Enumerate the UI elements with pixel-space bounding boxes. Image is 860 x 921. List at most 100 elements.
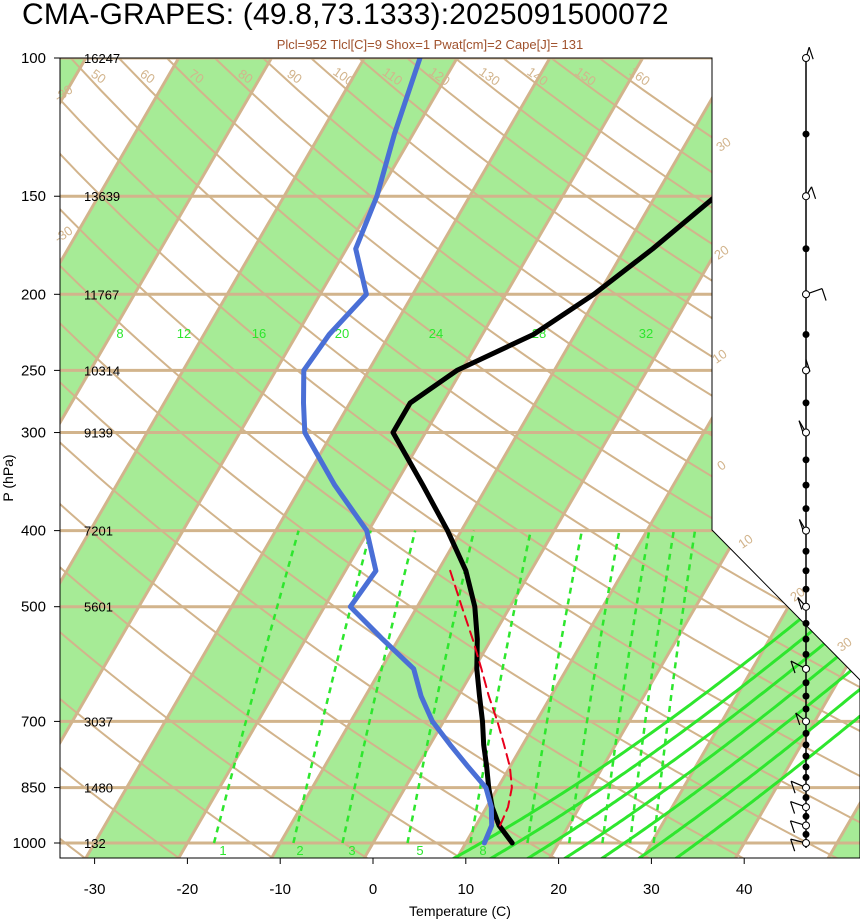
wind-level-marker	[802, 428, 810, 437]
profile-lines	[301, 58, 860, 846]
isotherm-line	[60, 58, 191, 858]
dry-adiabat-label: 60	[137, 66, 157, 87]
isotherm-line	[0, 41, 3, 860]
dry-adiabat	[60, 58, 860, 858]
y-tick-label: 850	[21, 780, 46, 797]
wind-barb-flag	[790, 801, 796, 814]
mixing-ratio-label: 2	[296, 843, 303, 858]
moist-adiabat	[673, 369, 860, 858]
wind-level-dot	[802, 812, 810, 820]
x-tick-label: 0	[369, 881, 377, 898]
wind-level-marker	[802, 192, 810, 201]
wind-level-dot	[802, 619, 810, 627]
y-tick-label: 400	[21, 523, 46, 540]
wind-level-marker	[802, 717, 810, 726]
mixing-ratio-label: 5	[416, 843, 423, 858]
wind-level-marker	[802, 821, 810, 830]
isotherm-line	[640, 58, 860, 858]
mixing-ratio-line	[212, 530, 300, 844]
plot-frame	[59, 57, 860, 859]
y-tick-label: 200	[21, 286, 46, 303]
wind-profile	[789, 47, 827, 852]
wind-barb-flag	[808, 47, 814, 60]
dry-adiabat-label: 90	[284, 66, 304, 87]
wind-barb-flag	[789, 820, 796, 834]
height-label: 1480	[84, 781, 113, 796]
chart-title: CMA-GRAPES: (49.8,73.1333):2025091500072	[22, 0, 669, 31]
parcel-line	[449, 569, 513, 827]
x-tick-label: 40	[736, 881, 753, 898]
height-label: 3037	[84, 714, 113, 729]
x-axis-label: Temperature (C)	[409, 903, 511, 919]
wind-barb-flag	[821, 288, 827, 301]
mixing-ratio-line	[567, 530, 621, 844]
mixing-ratio-line	[601, 530, 651, 844]
dry-adiabat	[262, 58, 860, 858]
moist-adiabat	[562, 369, 860, 858]
isotherm-label: 20	[711, 242, 731, 263]
isotherm-label: 30	[713, 134, 733, 155]
wind-barb-flag	[790, 838, 796, 852]
isotherm-band	[60, 58, 282, 858]
wind-barb-flag	[798, 420, 804, 433]
isotherm-band	[60, 58, 468, 858]
y-tick-label: 100	[21, 50, 46, 67]
wind-level-dot	[802, 635, 810, 643]
mixing-ratio-line	[526, 530, 584, 844]
mixing-ratio-line	[341, 530, 417, 844]
dry-adiabat	[214, 58, 860, 858]
isotherm-band	[270, 58, 839, 858]
height-label: 16247	[84, 51, 120, 66]
wind-level-dot	[802, 456, 810, 464]
moist-adiabat-label: 16	[252, 326, 266, 341]
isotherm-line	[60, 58, 283, 858]
x-tick-label: 30	[643, 881, 660, 898]
wind-level-dot	[802, 773, 810, 781]
isotherm-label: 0	[714, 457, 729, 473]
moist-adiabat-label: 8	[116, 326, 123, 341]
wind-level-dot	[802, 705, 810, 713]
chart-subtitle: Plcl=952 Tlcl[C]=9 Shox=1 Pwat[cm]=2 Cap…	[276, 37, 584, 52]
wind-level-dot	[802, 692, 810, 700]
wind-level-dot	[802, 585, 810, 593]
wind-barb-flag	[790, 660, 796, 674]
dry-adiabat	[60, 58, 370, 858]
x-tick-label: -30	[84, 881, 106, 898]
mixing-ratio-label: 3	[348, 843, 355, 858]
dry-adiabat	[60, 58, 860, 858]
height-label: 9139	[84, 426, 113, 441]
isotherm-band	[60, 58, 96, 858]
moist-adiabat	[487, 369, 860, 858]
dry-adiabat	[166, 58, 860, 858]
mixing-ratio-label: 1	[219, 843, 226, 858]
dry-adiabat	[60, 58, 559, 858]
dry-adiabat	[118, 58, 860, 858]
dry-adiabat	[60, 58, 860, 858]
dry-adiabat	[60, 58, 464, 858]
wind-level-dot	[802, 650, 810, 658]
wind-level-dot	[802, 679, 810, 687]
wind-level-marker	[802, 526, 810, 535]
isotherm-label: 30	[834, 634, 854, 655]
wind-level-dot	[802, 763, 810, 771]
moist-adiabat	[599, 369, 860, 858]
y-tick-label: 1000	[13, 835, 46, 852]
moist-adiabat-label: 32	[639, 326, 653, 341]
y-axis-label: P (hPa)	[0, 454, 16, 501]
dry-adiabat-label: 130	[476, 64, 502, 89]
x-tick-label: -10	[269, 881, 291, 898]
height-label: 7201	[84, 524, 113, 539]
wind-level-marker	[802, 366, 810, 375]
isotherm-line	[733, 58, 860, 858]
wind-level-dot	[802, 245, 810, 253]
mixing-ratio-label: 8	[479, 843, 486, 858]
wind-level-dot	[802, 752, 810, 760]
wind-barb-flag	[790, 781, 796, 794]
y-tick-label: 150	[21, 188, 46, 205]
y-tick-label: 500	[21, 599, 46, 616]
moist-adiabat	[636, 369, 860, 858]
y-tick-label: 250	[21, 362, 46, 379]
wind-barb-flag	[810, 186, 817, 199]
mixing-ratio-line	[628, 530, 676, 844]
